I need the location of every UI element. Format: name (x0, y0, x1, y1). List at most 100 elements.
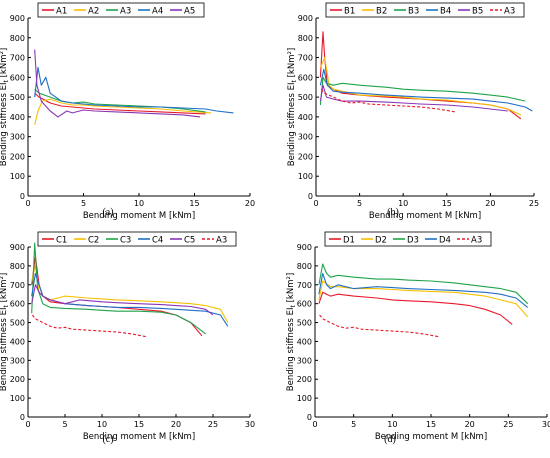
y-tick-label: 0 (308, 192, 313, 201)
x-tick-label: 0 (25, 199, 30, 208)
y-tick-label: 700 (10, 281, 25, 290)
series-line-d1 (318, 291, 513, 325)
chart-svg: 0 5 10 15 20 25 300100200300400500600700800900… (286, 231, 550, 442)
chart-panel: 0 5 10 15 20 25 0 100 200 300 400 500 600 700 800 900 Be… (275, 0, 550, 229)
x-tick-label: 15 (134, 420, 144, 429)
legend-label: B5 (472, 7, 483, 17)
y-tick-label: 800 (298, 34, 313, 43)
y-tick-label: 0 (307, 413, 312, 422)
legend-label: D4 (439, 236, 451, 246)
x-tick-label: 10 (387, 420, 397, 429)
chart-panel: 0 5 10 15 20 25 30 0 100 200 300 400 500 600 700 800 900… (275, 229, 550, 458)
series-line-d3 (318, 263, 529, 305)
legend-box (37, 231, 237, 247)
x-tick-label: 5 (351, 420, 356, 429)
y-tick-label: 600 (10, 73, 25, 82)
y-tick-label: 900 (298, 14, 313, 23)
legend-label: B2 (376, 7, 387, 17)
chart-svg: 0 5 10 15 20 25 0 100 200 300 400 500 600 700 800 900 Be… (287, 2, 539, 221)
panel-label: (d) (384, 434, 396, 445)
legend-box (37, 2, 205, 18)
legend-label: C2 (88, 236, 99, 246)
series-line-a3-dashed (319, 314, 439, 338)
y-tick-label: 900 (10, 14, 25, 23)
x-tick-label: 15 (426, 420, 436, 429)
panel-label: (a) (102, 207, 114, 218)
y-tick-label: 400 (10, 337, 25, 346)
series-line-b4 (319, 68, 533, 112)
chart-panel: 0 5 10 15 20 0 100 200 300 400 500 600 700 800 900 Bend… (0, 0, 275, 229)
x-tick-label: 0 (312, 420, 317, 429)
y-tick-label: 500 (10, 93, 25, 102)
y-tick-label: 100 (10, 394, 25, 403)
series-line-a5 (34, 49, 201, 118)
x-axis-label: Bending moment M [kNm] (369, 211, 481, 221)
y-tick-label: 800 (297, 262, 312, 271)
legend-box (324, 231, 492, 247)
y-tick-label: 700 (10, 54, 25, 63)
legend-label: B4 (440, 7, 451, 17)
x-tick-label: 25 (503, 420, 513, 429)
legend-label: A3 (216, 236, 227, 246)
panel-label: (b) (387, 207, 399, 218)
x-tick-label: 15 (189, 199, 199, 208)
y-tick-label: 400 (297, 337, 312, 346)
x-tick-label: 10 (398, 199, 408, 208)
y-tick-label: 900 (297, 243, 312, 252)
y-tick-label: 900 (10, 243, 25, 252)
y-axis-label: Bending stiffness EIt [kNm²] (286, 273, 297, 391)
series-line-b3 (319, 76, 526, 106)
legend-label: A4 (152, 7, 163, 17)
legend-label: C3 (120, 236, 131, 246)
legend-label: A3 (120, 7, 131, 17)
series-line-b5 (319, 84, 508, 112)
y-tick-label: 100 (298, 172, 313, 181)
x-tick-label: 5 (357, 199, 362, 208)
y-tick-label: 100 (10, 172, 25, 181)
y-tick-label: 600 (297, 300, 312, 309)
series-line-a2 (34, 98, 212, 125)
y-tick-label: 400 (10, 113, 25, 122)
x-tick-label: 15 (442, 199, 452, 208)
x-tick-label: 25 (529, 199, 539, 208)
x-tick-label: 5 (62, 420, 67, 429)
x-axis-label: Bending moment M [kNm] (375, 432, 487, 442)
legend-label: D1 (343, 236, 355, 246)
x-tick-label: 10 (134, 199, 144, 208)
x-tick-label: 5 (81, 199, 86, 208)
y-tick-label: 0 (20, 413, 25, 422)
chart-svg: 0 5 10 15 20 25 300100200300400500600700800900… (0, 231, 255, 442)
legend-label: C5 (184, 236, 195, 246)
series-line-c1 (31, 255, 203, 337)
y-tick-label: 300 (10, 356, 25, 365)
y-axis-label: Bending stiffness EIt [kNm²] (0, 48, 10, 166)
x-tick-label: 30 (542, 420, 550, 429)
legend-label: B1 (344, 7, 355, 17)
legend-label: A3 (471, 236, 482, 246)
y-tick-label: 800 (10, 262, 25, 271)
y-tick-label: 100 (297, 394, 312, 403)
y-axis-label: Bending stiffness EIt [kNm²] (0, 273, 10, 391)
x-tick-label: 20 (245, 199, 255, 208)
series-line-a3-dashed (320, 88, 456, 113)
y-tick-label: 500 (298, 93, 313, 102)
x-tick-label: 20 (465, 420, 475, 429)
chart-svg: 0 5 10 15 200100200300400500600700800900Bend… (0, 2, 255, 221)
x-axis-label: Bending moment M [kNm] (83, 432, 195, 442)
series-line-c5 (31, 284, 214, 316)
x-tick-label: 0 (25, 420, 30, 429)
x-tick-label: 20 (171, 420, 181, 429)
y-tick-label: 700 (298, 54, 313, 63)
legend-label: A2 (88, 7, 99, 17)
y-tick-label: 400 (298, 113, 313, 122)
x-tick-label: 25 (208, 420, 218, 429)
series-line-c3 (31, 242, 206, 335)
series-line-c2 (31, 265, 229, 323)
y-tick-label: 200 (297, 375, 312, 384)
y-tick-label: 300 (10, 133, 25, 142)
y-tick-label: 200 (10, 152, 25, 161)
y-tick-label: 600 (10, 300, 25, 309)
y-tick-label: 300 (298, 133, 313, 142)
legend-box (325, 2, 525, 18)
